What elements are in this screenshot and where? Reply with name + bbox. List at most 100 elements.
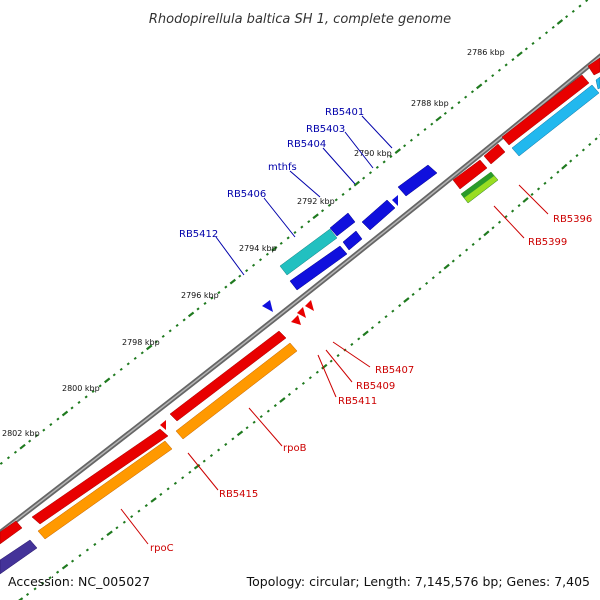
outer-minor-tick <box>538 36 542 40</box>
inner-major-tick <box>193 463 201 470</box>
gene-cyan-edge-right[interactable] <box>595 76 600 90</box>
inner-minor-tick <box>543 181 547 185</box>
outer-minor-tick <box>6 456 10 460</box>
gene-left-edge-red[interactable] <box>0 520 23 545</box>
label-mthfs[interactable]: mthfs <box>268 162 297 173</box>
label-rb5406[interactable]: RB5406 <box>227 189 266 200</box>
inner-minor-tick <box>465 248 469 252</box>
inner-minor-tick <box>33 587 37 591</box>
inner-minor-tick <box>137 509 141 513</box>
kbp-label-2786: 2786 kbp <box>467 48 505 57</box>
label-rb5411[interactable]: RB5411 <box>338 396 377 407</box>
gene-small-red-arrow[interactable] <box>160 420 166 430</box>
label-rb5399[interactable]: RB5399 <box>528 237 567 248</box>
outer-minor-tick <box>238 274 242 278</box>
inner-minor-tick <box>93 542 97 546</box>
inner-minor-tick <box>130 515 134 519</box>
outer-minor-tick <box>175 323 179 327</box>
outer-minor-tick <box>245 269 249 273</box>
gene-red-edge-right[interactable] <box>587 57 600 76</box>
gene-rb5407-marker[interactable] <box>305 300 314 311</box>
outer-minor-tick <box>91 389 95 393</box>
topology-summary: Topology: circular; Length: 7,145,576 bp… <box>246 574 590 589</box>
label-rb5403[interactable]: RB5403 <box>306 124 345 135</box>
inner-minor-tick <box>245 426 249 430</box>
gene-rb5406[interactable] <box>279 228 338 276</box>
gene-rpob-forward[interactable] <box>169 330 287 422</box>
inner-major-tick <box>483 230 490 237</box>
outer-minor-tick <box>182 318 186 322</box>
label-rb5409[interactable]: RB5409 <box>356 381 395 392</box>
inner-minor-tick <box>173 481 177 485</box>
gene-rpob[interactable] <box>175 342 298 440</box>
inner-minor-tick <box>294 387 299 391</box>
outer-major-tick <box>435 115 442 122</box>
inner-minor-tick <box>581 148 585 152</box>
gene-rb5403-arrow[interactable] <box>392 195 398 206</box>
inner-minor-tick <box>497 220 502 224</box>
outer-major-tick <box>229 278 236 285</box>
outer-minor-tick <box>196 307 200 311</box>
gene-rb5401[interactable] <box>397 164 438 197</box>
inner-tick-track <box>18 133 600 600</box>
gene-rb5415-forward[interactable] <box>31 428 169 525</box>
gene-rb5396-forward[interactable] <box>501 74 590 146</box>
gene-rb5412[interactable] <box>289 245 348 291</box>
gene-rb5403[interactable] <box>361 199 396 231</box>
outer-minor-tick <box>279 241 283 245</box>
label-rpoc[interactable]: rpoC <box>150 543 174 554</box>
genome-backbone <box>0 53 600 536</box>
inner-minor-tick <box>504 215 508 219</box>
inner-minor-tick <box>398 304 402 308</box>
label-rb5404[interactable]: RB5404 <box>287 139 326 150</box>
label-rb5412[interactable]: RB5412 <box>179 229 218 240</box>
label-rb5396[interactable]: RB5396 <box>553 214 592 225</box>
inner-minor-tick <box>224 442 228 446</box>
outer-minor-tick <box>258 258 263 262</box>
outer-minor-tick <box>450 106 454 110</box>
gene-rb5409-marker[interactable] <box>297 307 306 318</box>
gene-rb5396[interactable] <box>511 84 600 157</box>
label-rb5415[interactable]: RB5415 <box>219 489 258 500</box>
gene-red-mid-right[interactable] <box>483 143 506 165</box>
outer-minor-tick <box>362 176 366 180</box>
accession-text: Accession: NC_005027 <box>8 574 150 589</box>
inner-minor-tick <box>308 376 312 380</box>
outer-minor-tick <box>154 340 158 344</box>
outer-minor-tick <box>265 252 269 256</box>
outer-major-tick <box>104 377 111 384</box>
inner-minor-tick <box>384 315 388 319</box>
gene-rb5411-marker[interactable] <box>291 315 301 325</box>
outer-minor-tick <box>224 285 228 289</box>
inner-minor-tick <box>209 454 214 458</box>
outer-minor-tick <box>571 9 575 13</box>
outer-minor-tick <box>430 122 434 126</box>
gene-mthfs[interactable] <box>329 212 356 237</box>
inner-minor-tick <box>166 487 170 491</box>
gene-rpoc[interactable] <box>37 440 173 540</box>
outer-minor-tick <box>464 95 468 99</box>
label-rpob[interactable]: rpoB <box>283 443 307 454</box>
gene-navy-edge[interactable] <box>0 539 38 575</box>
inner-minor-tick <box>231 437 235 441</box>
inner-minor-tick <box>217 448 221 452</box>
gene-rb5399-red[interactable] <box>452 159 488 190</box>
gene-blue-small-arrow[interactable] <box>262 300 273 312</box>
outer-minor-tick <box>49 423 53 427</box>
inner-minor-tick <box>266 409 270 413</box>
outer-minor-tick <box>77 400 81 404</box>
label-rb5407[interactable]: RB5407 <box>375 365 414 376</box>
inner-major-tick <box>236 430 244 437</box>
outer-minor-tick <box>126 362 130 366</box>
label-rb5401[interactable]: RB5401 <box>325 107 364 118</box>
inner-minor-tick <box>491 226 495 230</box>
outer-minor-tick <box>112 373 116 377</box>
outer-minor-tick <box>341 192 345 196</box>
inner-minor-tick <box>144 503 148 508</box>
gene-rb5404[interactable] <box>342 230 363 251</box>
inner-minor-tick <box>100 537 104 541</box>
inner-minor-tick <box>594 137 598 141</box>
inner-minor-tick <box>115 526 119 530</box>
gene-labels: RB5401 RB5403 RB5404 mthfs RB5406 RB5412… <box>150 107 592 554</box>
inner-minor-tick <box>336 354 340 358</box>
